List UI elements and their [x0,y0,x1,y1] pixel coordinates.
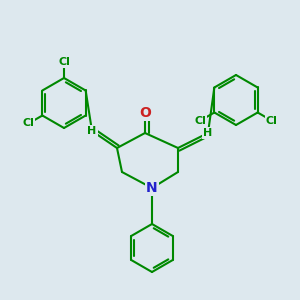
Text: Cl: Cl [266,116,278,125]
Text: H: H [203,128,213,138]
Text: Cl: Cl [58,57,70,67]
Text: Cl: Cl [22,118,34,128]
Text: Cl: Cl [195,116,206,125]
Text: N: N [146,181,158,195]
Text: O: O [139,106,151,120]
Text: H: H [87,126,97,136]
